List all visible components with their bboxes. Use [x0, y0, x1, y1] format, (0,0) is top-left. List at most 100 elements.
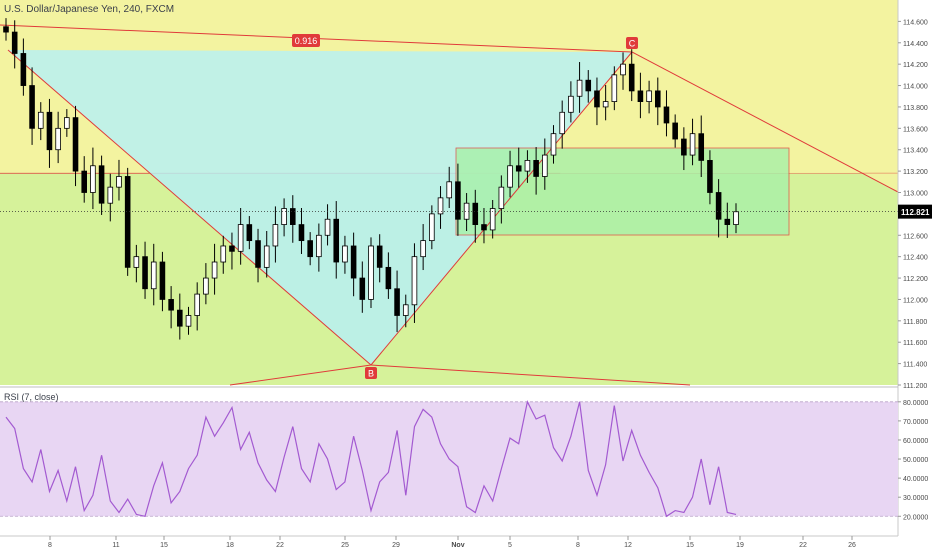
- time-tick-label: 5: [508, 542, 512, 549]
- candle: [37, 102, 44, 141]
- candle: [481, 208, 487, 244]
- candle: [498, 175, 505, 224]
- time-tick-label: 15: [686, 542, 694, 549]
- candle-body: [29, 85, 35, 129]
- candle: [185, 306, 192, 335]
- candle-body: [194, 293, 200, 316]
- candle-body: [211, 261, 218, 279]
- candle: [220, 235, 227, 274]
- candle: [350, 232, 357, 297]
- candle: [429, 205, 435, 250]
- candle: [133, 244, 140, 283]
- candle-body: [402, 304, 409, 316]
- last-price-label: 112.821: [901, 208, 930, 217]
- candle-body: [376, 245, 383, 268]
- candle-body: [672, 122, 678, 140]
- candle: [272, 206, 279, 263]
- candle: [620, 52, 626, 90]
- candle-body: [724, 218, 731, 225]
- price-tick-label: 113.800: [903, 105, 928, 112]
- rsi-tick-label: 70.0000: [903, 419, 928, 426]
- candle-body: [628, 63, 635, 92]
- candle-body: [307, 240, 313, 258]
- point-label-b: B: [368, 369, 374, 379]
- candle: [698, 115, 705, 177]
- candle-body: [550, 133, 557, 156]
- candle: [98, 155, 105, 215]
- time-tick-label: 22: [276, 542, 284, 549]
- candle: [411, 243, 418, 323]
- time-tick-label: 19: [736, 542, 744, 549]
- candle-body: [98, 165, 105, 204]
- candle: [281, 198, 287, 237]
- candle-body: [185, 315, 192, 327]
- candle-body: [654, 90, 661, 108]
- candle: [316, 223, 322, 272]
- candle-body: [524, 160, 531, 172]
- candle: [602, 85, 609, 121]
- candle-body: [585, 79, 592, 92]
- candle-body: [64, 117, 70, 129]
- price-tick-label: 114.200: [903, 62, 928, 69]
- candle-body: [515, 165, 522, 172]
- candle: [142, 241, 148, 299]
- candle: [211, 243, 218, 295]
- candle-body: [359, 277, 366, 300]
- prz-box: [455, 147, 790, 236]
- candle-body: [246, 224, 253, 242]
- candle-body: [37, 111, 44, 129]
- candle-body: [116, 176, 122, 188]
- candle-body: [498, 186, 505, 209]
- candle-body: [11, 31, 18, 54]
- candle: [194, 282, 200, 331]
- candle-body: [333, 218, 340, 263]
- candle-body: [455, 181, 461, 220]
- rsi-title: RSI (7, close): [4, 392, 59, 402]
- xb-line-right: [370, 364, 691, 386]
- price-tick-label: 114.600: [903, 19, 928, 26]
- price-tick-label: 114.400: [903, 41, 928, 48]
- candle-body: [168, 299, 174, 311]
- candle: [646, 80, 652, 114]
- candle-body: [150, 261, 157, 290]
- candle-body: [463, 202, 470, 220]
- candle-body: [272, 224, 279, 247]
- candle-body: [646, 90, 652, 102]
- candle-body: [707, 160, 713, 193]
- candle: [463, 193, 470, 231]
- candle: [654, 77, 661, 126]
- candle: [107, 173, 114, 222]
- candle-body: [507, 165, 513, 188]
- candle-body: [637, 90, 644, 102]
- candle: [368, 237, 374, 308]
- candle: [237, 208, 244, 265]
- rsi-tick-label: 80.0000: [903, 400, 928, 407]
- candle: [489, 199, 496, 239]
- candle: [11, 20, 18, 69]
- price-tick-label: 111.800: [903, 319, 927, 326]
- candle: [568, 81, 574, 123]
- candle: [533, 147, 539, 195]
- candle-body: [394, 288, 400, 316]
- price-tick-label: 111.400: [903, 362, 927, 369]
- time-tick-label: 18: [226, 542, 234, 549]
- candle: [159, 251, 166, 312]
- candle-body: [542, 154, 548, 177]
- price-tick-label: 113.600: [903, 126, 928, 133]
- candle-body: [368, 245, 374, 300]
- candle-body: [133, 256, 140, 268]
- candle: [376, 234, 383, 283]
- time-tick-label: 15: [160, 542, 168, 549]
- rsi-tick-label: 30.0000: [903, 495, 928, 502]
- candle: [255, 228, 261, 283]
- candle-body: [620, 63, 626, 76]
- candle-body: [342, 245, 348, 263]
- candle-body: [81, 170, 88, 193]
- candle: [420, 224, 426, 271]
- candle: [20, 38, 27, 96]
- candle: [81, 156, 88, 203]
- candle-body: [559, 111, 565, 135]
- candle-body: [289, 208, 296, 225]
- candle: [298, 208, 305, 254]
